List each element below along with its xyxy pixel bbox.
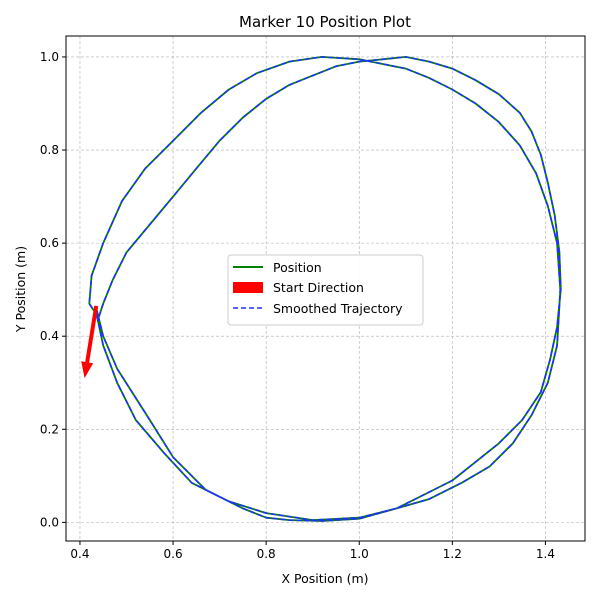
legend-start-direction-label: Start Direction [273,280,364,295]
chart-title: Marker 10 Position Plot [239,13,411,31]
smoothed-trajectory-line [88,56,562,522]
y-axis-label: Y Position (m) [13,246,28,333]
y-tick-label: 0.6 [40,236,59,250]
y-tick-label: 1.0 [40,50,59,64]
legend-box [227,254,424,326]
legend-start-direction-swatch [233,282,263,293]
x-tick-label: 0.8 [257,547,276,561]
plot-frame [65,35,586,542]
x-tick-label: 1.4 [536,547,555,561]
axis-ticks: 0.4 0.6 0.8 1.0 1.2 1.4 0.0 0.2 0.4 0.6 0.8 1.0 [40,50,555,561]
x-tick-label: 0.4 [70,547,89,561]
x-axis-label: X Position (m) [281,571,368,586]
y-tick-label: 0.4 [40,329,59,343]
legend: Position Start Direction Smoothed Trajec… [227,254,424,326]
y-tick-label: 0.2 [40,422,59,436]
arrow-layer [81,305,99,379]
legend-position-label: Position [273,260,322,275]
start-direction-arrow [81,305,99,379]
legend-smoothed-label: Smoothed Trajectory [273,301,403,316]
y-tick-label: 0.8 [40,143,59,157]
y-tick-label: 0.0 [40,515,59,529]
x-tick-label: 0.6 [164,547,183,561]
x-tick-label: 1.2 [443,547,462,561]
series-layer [88,56,562,522]
x-tick-label: 1.0 [350,547,369,561]
